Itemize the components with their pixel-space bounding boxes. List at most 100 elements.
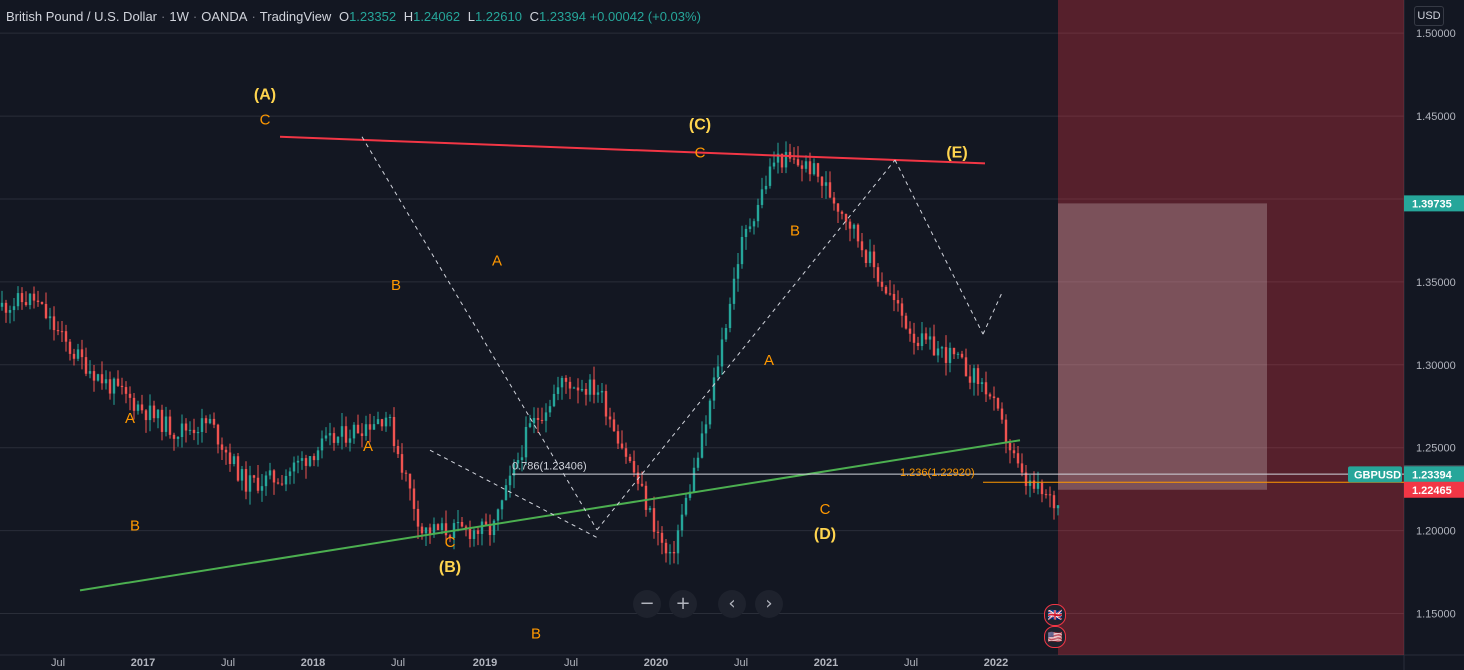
scroll-left-button[interactable]: ‹	[718, 590, 746, 618]
price-tick-label: 1.25000	[1416, 443, 1456, 455]
candle-body	[408, 473, 412, 489]
uk-flag-icon[interactable]: 🇬🇧	[1044, 604, 1066, 626]
interval-label[interactable]: 1W	[169, 9, 189, 24]
candle-body	[876, 267, 880, 282]
candle-body	[836, 203, 840, 212]
candle-body	[632, 461, 636, 473]
candle-body	[932, 336, 936, 356]
candle-body	[488, 524, 492, 536]
candle-body	[76, 349, 80, 359]
wave-label: B	[130, 518, 140, 535]
target-box	[1058, 203, 1267, 490]
candle-body	[1004, 419, 1008, 443]
price-axis[interactable]: 1.500001.450001.400001.350001.300001.250…	[1348, 28, 1464, 621]
wave-label: B	[790, 222, 800, 239]
support-trendline[interactable]	[79, 439, 1021, 592]
wave-label: (B)	[439, 559, 461, 576]
candle-body	[676, 530, 680, 554]
wave-label: C	[260, 111, 271, 128]
candle-body	[392, 417, 396, 447]
candle-body	[964, 357, 968, 377]
candle-body	[64, 331, 68, 342]
candle-body	[916, 342, 920, 347]
candle-body	[840, 211, 844, 214]
candle-body	[720, 339, 724, 367]
candle-body	[456, 522, 460, 524]
candle-body	[468, 528, 472, 539]
price-tick-label: 1.30000	[1416, 360, 1456, 372]
candle-body	[844, 213, 848, 222]
candle-body	[24, 302, 28, 306]
candle-body	[996, 398, 1000, 409]
candle-body	[984, 382, 988, 395]
candle-body	[16, 293, 20, 307]
us-flag-icon[interactable]: 🇺🇸	[1044, 626, 1066, 648]
time-tick-label: 2018	[301, 657, 325, 669]
wave-label: (A)	[254, 86, 276, 103]
candle-body	[648, 508, 652, 510]
time-tick-label: Jul	[51, 657, 65, 669]
candle-body	[280, 483, 284, 485]
source-label: TradingView	[259, 9, 332, 24]
time-axis[interactable]: Jul 2017 Jul 2018 Jul 2019 Jul 2020 Jul 2021 Jul 20…	[51, 657, 1008, 669]
fib-trend-line[interactable]	[894, 159, 984, 335]
candle-body	[664, 542, 668, 554]
candle-body	[132, 397, 136, 411]
scroll-right-button[interactable]: ›	[755, 590, 783, 618]
candle-body	[424, 527, 428, 534]
candle-body	[1028, 480, 1032, 486]
candle-body	[660, 532, 664, 543]
drawings[interactable]: 0.786(1.23406) 1.236(1.22920) A B C (A) A B C (B)…	[79, 86, 1404, 642]
candle-body	[512, 463, 516, 476]
candle-body	[140, 404, 144, 411]
zoom-in-button[interactable]: +	[669, 590, 697, 618]
candle-body	[4, 302, 8, 313]
candle-body	[796, 159, 800, 166]
candle-body	[400, 454, 404, 473]
candle-body	[668, 551, 672, 554]
candle-body	[708, 400, 712, 425]
candle-body	[204, 418, 208, 424]
currency-button[interactable]: USD	[1414, 6, 1444, 26]
candle-body	[604, 391, 608, 417]
high-value: 1.24062	[413, 9, 461, 24]
candle-body	[1020, 463, 1024, 473]
candle-body	[776, 153, 780, 163]
candle-body	[148, 405, 152, 421]
candle-body	[324, 435, 328, 439]
candle-body	[1056, 505, 1060, 509]
candle-body	[112, 378, 116, 394]
candle-body	[940, 347, 944, 349]
candle-body	[236, 456, 240, 481]
candle-body	[592, 379, 596, 395]
symbol-legend: British Pound / U.S. Dollar · 1W · OANDA · Tra…	[6, 9, 701, 24]
candle-body	[1024, 472, 1028, 486]
projection-zone	[1058, 0, 1404, 655]
candle-body	[852, 224, 856, 229]
price-label: 1.23394	[1412, 469, 1453, 481]
fib-trend-line[interactable]	[596, 159, 896, 531]
candle-body	[52, 316, 56, 331]
candle-body	[584, 388, 588, 395]
price-label: 1.39735	[1412, 198, 1452, 210]
candle-body	[556, 387, 560, 394]
candle-body	[596, 392, 600, 395]
resistance-trendline[interactable]	[279, 135, 986, 165]
zoom-out-button[interactable]: −	[633, 590, 661, 618]
candle-body	[432, 524, 436, 534]
candle-body	[144, 410, 148, 421]
candle-body	[8, 310, 12, 313]
candle-body	[336, 436, 340, 443]
candle-body	[320, 438, 324, 451]
candle-body	[380, 419, 384, 427]
candle-body	[1000, 408, 1004, 420]
candle-body	[580, 388, 584, 391]
candle-body	[800, 165, 804, 169]
candle-body	[936, 348, 940, 356]
candle-body	[1016, 453, 1020, 464]
candle-body	[444, 523, 448, 536]
candle-body	[48, 316, 52, 319]
candle-body	[760, 189, 764, 205]
wave-label: A	[764, 352, 774, 369]
